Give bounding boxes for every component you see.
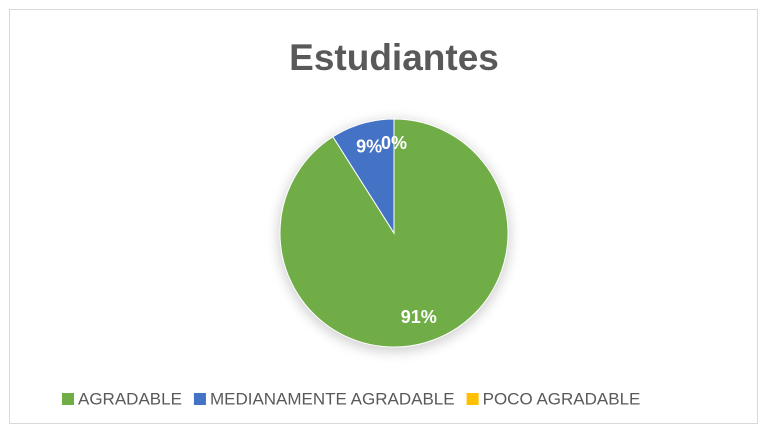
pie-slice xyxy=(332,118,395,235)
data-label: 0% xyxy=(381,133,407,153)
legend-label: MEDIANAMENTE AGRADABLE xyxy=(210,389,455,408)
legend-label: POCO AGRADABLE xyxy=(483,389,641,408)
legend: AGRADABLE MEDIANAMENTE AGRADABLE POCO AGRA… xyxy=(62,389,640,408)
legend-swatch xyxy=(193,393,206,405)
data-label: 91% xyxy=(401,307,437,327)
pie xyxy=(279,118,509,348)
legend-swatch xyxy=(466,393,479,405)
data-label: 9% xyxy=(356,136,382,156)
chart-title: Estudiantes xyxy=(289,37,499,78)
legend-label: AGRADABLE xyxy=(78,389,182,408)
legend-swatch xyxy=(62,393,74,405)
data-labels: 91% 9%0% xyxy=(356,133,437,327)
